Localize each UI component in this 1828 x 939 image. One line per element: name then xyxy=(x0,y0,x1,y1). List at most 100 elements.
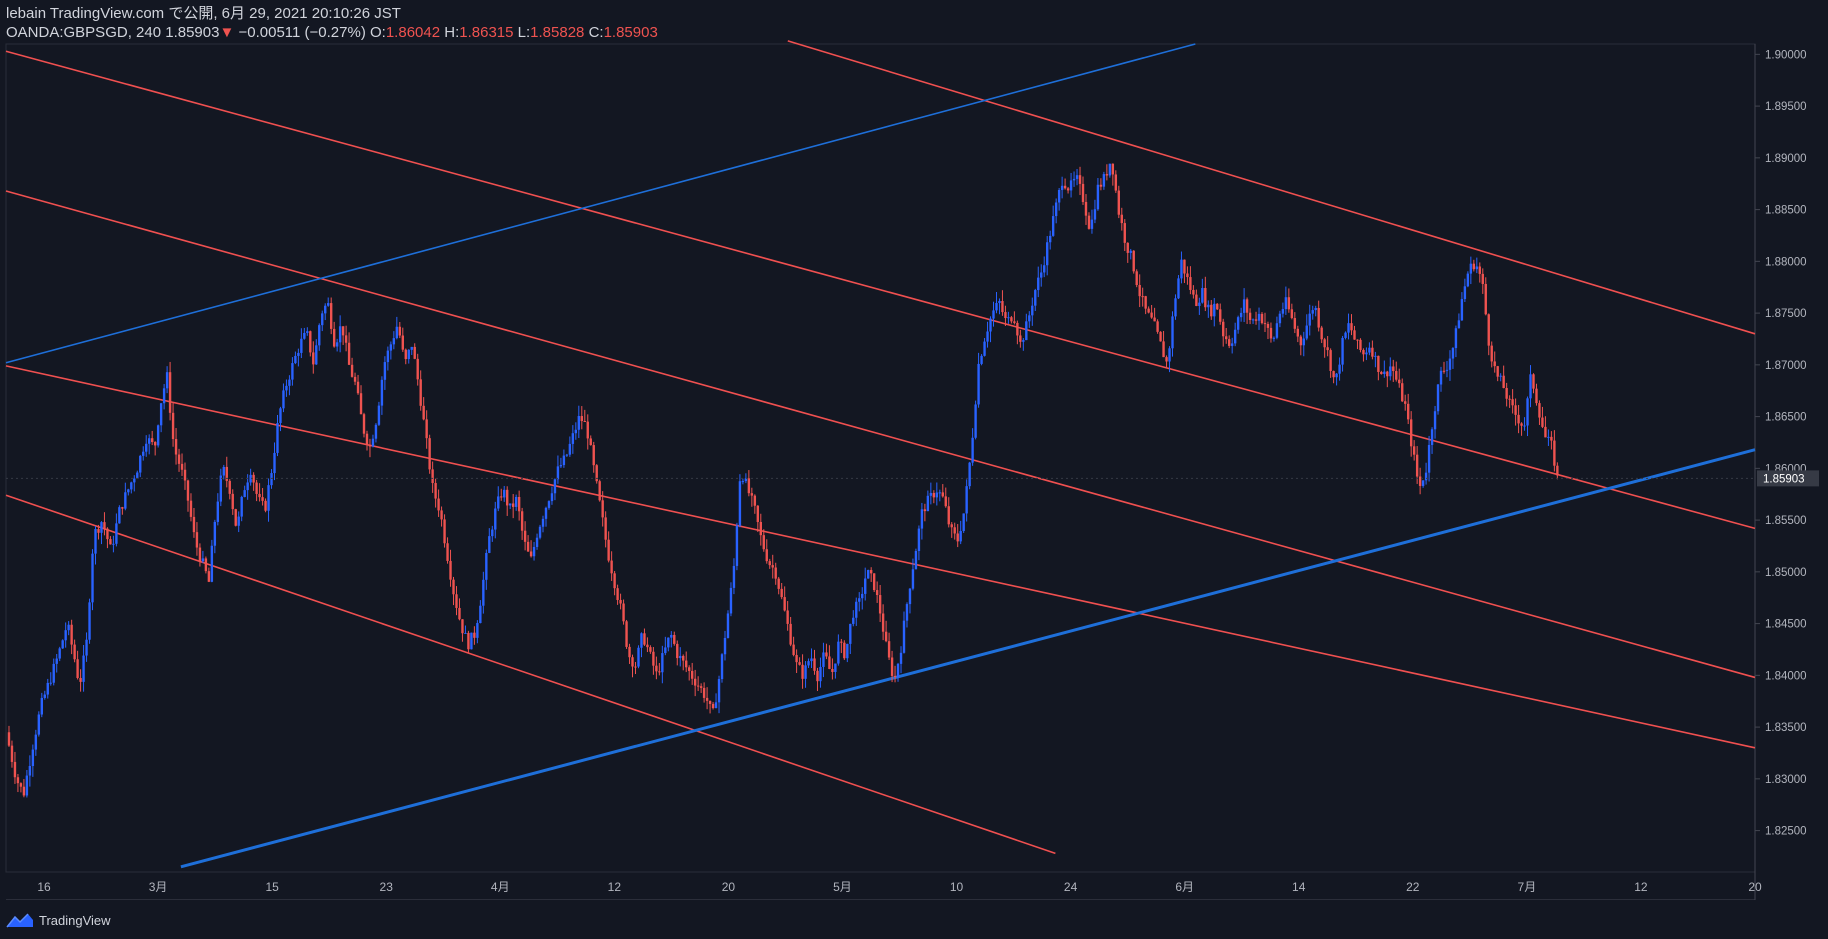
candle-body xyxy=(741,481,745,483)
candle-body xyxy=(634,666,637,668)
candle-body xyxy=(872,573,876,591)
candle-body xyxy=(1120,214,1123,224)
candle-body xyxy=(813,658,816,671)
candle-body xyxy=(70,624,73,645)
candle-body xyxy=(950,524,953,528)
candle-body xyxy=(261,497,264,501)
candle-body xyxy=(458,607,461,620)
candle-body xyxy=(1457,320,1461,329)
candle-body xyxy=(1415,454,1419,477)
tradingview-brand[interactable]: TradingView xyxy=(6,912,111,928)
candle-body xyxy=(82,655,85,682)
candle-body xyxy=(664,647,667,654)
candle-body xyxy=(1153,317,1156,322)
candle-body xyxy=(1007,317,1010,319)
candle-body xyxy=(864,578,867,594)
candle-body xyxy=(520,511,524,531)
price-tick-label: 1.87000 xyxy=(1765,360,1807,372)
candle-body xyxy=(494,508,497,530)
candle-body xyxy=(589,438,592,446)
candle-body xyxy=(1168,348,1171,362)
candle-body xyxy=(676,643,679,659)
candle-body xyxy=(732,565,736,588)
candle-body xyxy=(1314,307,1317,311)
candle-body xyxy=(1016,322,1019,336)
trendline-red xyxy=(5,190,1756,679)
candle-body xyxy=(619,599,622,604)
candle-body xyxy=(91,553,94,603)
candle-body xyxy=(514,496,518,507)
candle-body xyxy=(893,675,897,678)
candle-body xyxy=(1469,263,1473,274)
candle-body xyxy=(1526,398,1529,426)
candle-body xyxy=(1129,250,1132,253)
candle-body xyxy=(67,624,70,631)
candle-body xyxy=(744,478,748,482)
price-tick-label: 1.85500 xyxy=(1765,515,1807,527)
candle-body xyxy=(780,588,783,598)
candle-body xyxy=(998,300,1001,304)
candle-body xyxy=(687,667,691,671)
candle-body xyxy=(1269,327,1273,339)
candle-body xyxy=(1004,312,1007,319)
candle-body xyxy=(461,619,464,634)
candle-body xyxy=(383,362,387,380)
candle-body xyxy=(1099,184,1103,187)
candle-body xyxy=(177,454,181,464)
candle-body xyxy=(1257,313,1261,321)
candle-body xyxy=(881,613,885,632)
candle-body xyxy=(1031,305,1034,316)
candle-body xyxy=(720,654,724,680)
candle-body xyxy=(1159,331,1162,342)
candle-body xyxy=(1141,296,1144,298)
candle-body xyxy=(1051,216,1055,236)
candle-body xyxy=(1421,480,1425,486)
candle-body xyxy=(610,560,613,574)
candle-body xyxy=(371,438,375,447)
candle-body xyxy=(437,498,440,511)
candle-body xyxy=(953,527,956,534)
candle-body xyxy=(890,657,894,676)
candle-body xyxy=(25,775,29,796)
chart-header: lebain TradingView.com で公開, 6月 29, 2021 … xyxy=(6,4,658,42)
candle-body xyxy=(10,745,14,762)
candle-body xyxy=(962,513,965,532)
candle-body xyxy=(601,500,604,518)
candle-body xyxy=(1293,318,1297,329)
candle-body xyxy=(139,455,142,473)
candle-body xyxy=(926,495,930,512)
candle-body xyxy=(750,493,754,496)
candle-body xyxy=(511,503,515,507)
candle-body xyxy=(1260,313,1264,324)
time-tick-label: 16 xyxy=(37,880,51,894)
price-tick-label: 1.88500 xyxy=(1765,205,1807,217)
candle-body xyxy=(1201,288,1204,303)
candle-body xyxy=(810,658,813,662)
candle-body xyxy=(1198,302,1201,306)
time-tick-label: 24 xyxy=(1064,880,1078,894)
candle-body xyxy=(1404,401,1407,404)
time-tick-label: 20 xyxy=(1748,880,1762,894)
candle-body xyxy=(798,662,801,665)
open-value: 1.86042 xyxy=(385,24,441,41)
candle-body xyxy=(541,518,545,527)
candle-body xyxy=(1466,273,1470,287)
candle-body xyxy=(1114,174,1118,191)
open-label: O: xyxy=(370,24,386,41)
candle-body xyxy=(210,545,214,582)
candle-body xyxy=(419,379,422,406)
candle-body xyxy=(795,654,798,663)
candle-body xyxy=(1117,190,1121,215)
candle-body xyxy=(1475,266,1479,270)
candle-body xyxy=(777,578,780,589)
candle-body xyxy=(198,547,202,562)
price-chart[interactable]: 1.90000 1.89500 1.89000 1.88500 1.88000 1.875… xyxy=(0,0,1828,900)
candle-body xyxy=(279,408,282,424)
candle-body xyxy=(1239,312,1243,318)
candle-body xyxy=(329,303,333,329)
time-tick-label: 4月 xyxy=(491,880,510,894)
brand-label: TradingView xyxy=(39,912,111,928)
candle-body xyxy=(1541,417,1544,427)
candle-body xyxy=(100,522,103,533)
candle-body xyxy=(607,539,610,561)
